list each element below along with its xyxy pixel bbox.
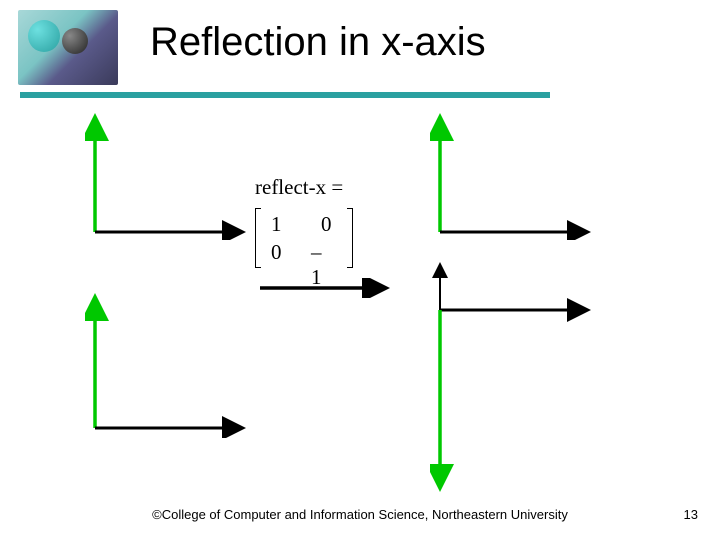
page-number: 13 [684,507,698,522]
footer-text: ©College of Computer and Information Sci… [0,507,720,522]
matrix-cell-01: 0 [321,212,332,237]
diagram-center-arrow [255,278,395,298]
diagram-bottom-left [85,288,255,438]
logo-image [18,10,118,85]
diagram-top-left [85,110,255,240]
diagram-bottom-right [430,260,600,500]
diagram-top-right [430,110,600,240]
title-underline [20,92,550,98]
matrix-cell-10: 0 [271,240,282,265]
slide-title: Reflection in x-axis [150,20,486,65]
matrix-cell-00: 1 [271,212,282,237]
formula-label: reflect-x = [255,175,343,200]
